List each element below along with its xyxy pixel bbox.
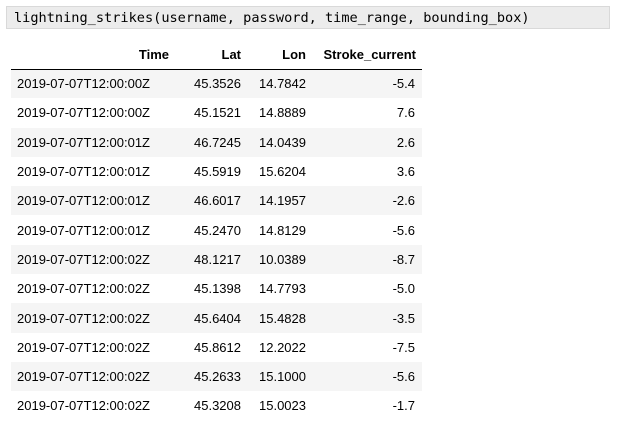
cell-lat: 45.2470: [194, 222, 241, 238]
column-header-lat: Lat: [175, 41, 247, 70]
code-input-text[interactable]: lightning_strikes(username, password, ti…: [14, 10, 530, 26]
cell-stroke-current: -5.6: [392, 369, 415, 385]
cell-lat: 45.1398: [194, 281, 241, 297]
output-dataframe-table: Time Lat Lon Stroke_current 2019-07-07T1…: [11, 41, 422, 421]
cell-lat: 46.7245: [194, 134, 241, 150]
cell-lat: 45.8612: [194, 339, 241, 355]
code-cell[interactable]: lightning_strikes(username, password, ti…: [6, 6, 610, 29]
table-row: 2019-07-07T12:00:01Z 46.6017 14.1957 -2.6: [11, 186, 422, 216]
cell-time: 2019-07-07T12:00:01Z: [17, 193, 150, 209]
cell-lon: 14.7842: [259, 76, 306, 92]
cell-stroke-current: -2.6: [392, 193, 415, 209]
table-row: 2019-07-07T12:00:01Z 45.2470 14.8129 -5.6: [11, 215, 422, 245]
cell-lon: 15.1000: [259, 369, 306, 385]
cell-stroke-current: 7.6: [396, 105, 415, 121]
cell-time: 2019-07-07T12:00:00Z: [17, 105, 150, 121]
cell-lon: 15.0023: [259, 398, 306, 414]
cell-stroke-current: -5.6: [392, 222, 415, 238]
table-row: 2019-07-07T12:00:01Z 46.7245 14.0439 2.6: [11, 127, 422, 157]
table-row: 2019-07-07T12:00:02Z 45.1398 14.7793 -5.0: [11, 274, 422, 304]
cell-time: 2019-07-07T12:00:02Z: [17, 398, 150, 414]
cell-lon: 14.1957: [259, 193, 306, 209]
cell-stroke-current: -3.5: [392, 310, 415, 326]
cell-lat: 45.6404: [194, 310, 241, 326]
table-header: Time Lat Lon Stroke_current: [11, 41, 422, 70]
cell-lon: 12.2022: [259, 339, 306, 355]
cell-stroke-current: 3.6: [396, 164, 415, 180]
table-row: 2019-07-07T12:00:00Z 45.1521 14.8889 7.6: [11, 98, 422, 128]
cell-time: 2019-07-07T12:00:02Z: [17, 339, 150, 355]
cell-lat: 45.1521: [194, 105, 241, 121]
column-header-time: Time: [11, 41, 175, 70]
table-row: 2019-07-07T12:00:02Z 45.6404 15.4828 -3.5: [11, 303, 422, 333]
table-row: 2019-07-07T12:00:02Z 45.2633 15.1000 -5.6: [11, 361, 422, 392]
cell-time: 2019-07-07T12:00:02Z: [17, 281, 150, 297]
cell-stroke-current: -1.7: [392, 398, 415, 414]
cell-time: 2019-07-07T12:00:01Z: [17, 134, 150, 150]
cell-time: 2019-07-07T12:00:02Z: [17, 369, 150, 385]
cell-time: 2019-07-07T12:00:00Z: [17, 76, 150, 92]
column-header-lon: Lon: [247, 41, 312, 70]
cell-lat: 45.2633: [194, 369, 241, 385]
cell-lon: 14.7793: [259, 281, 306, 297]
table-row: 2019-07-07T12:00:02Z 45.8612 12.2022 -7.5: [11, 332, 422, 362]
table-row: 2019-07-07T12:00:02Z 45.3208 15.0023 -1.7: [11, 391, 422, 421]
table-row: 2019-07-07T12:00:00Z 45.3526 14.7842 -5.4: [11, 69, 422, 99]
cell-lat: 45.3208: [194, 398, 241, 414]
cell-lon: 14.0439: [259, 134, 306, 150]
cell-stroke-current: -7.5: [392, 339, 415, 355]
cell-lon: 15.4828: [259, 310, 306, 326]
cell-time: 2019-07-07T12:00:01Z: [17, 222, 150, 238]
cell-stroke-current: -8.7: [392, 251, 415, 267]
cell-lon: 10.0389: [259, 251, 306, 267]
column-header-stroke-current: Stroke_current: [312, 41, 422, 70]
cell-time: 2019-07-07T12:00:01Z: [17, 164, 150, 180]
cell-lon: 14.8129: [259, 222, 306, 238]
cell-lon: 14.8889: [259, 105, 306, 121]
cell-time: 2019-07-07T12:00:02Z: [17, 310, 150, 326]
table-row: 2019-07-07T12:00:02Z 48.1217 10.0389 -8.7: [11, 244, 422, 275]
cell-lat: 45.3526: [194, 76, 241, 92]
cell-stroke-current: -5.4: [392, 76, 415, 92]
cell-lat: 48.1217: [194, 251, 241, 267]
table-row: 2019-07-07T12:00:01Z 45.5919 15.6204 3.6: [11, 156, 422, 187]
cell-stroke-current: -5.0: [392, 281, 415, 297]
header-row: Time Lat Lon Stroke_current: [11, 41, 422, 70]
cell-stroke-current: 2.6: [396, 134, 415, 150]
cell-time: 2019-07-07T12:00:02Z: [17, 251, 150, 267]
cell-lon: 15.6204: [259, 164, 306, 180]
cell-lat: 45.5919: [194, 164, 241, 180]
cell-lat: 46.6017: [194, 193, 241, 209]
table-body: 2019-07-07T12:00:00Z 45.3526 14.7842 -5.4 20…: [11, 69, 422, 421]
